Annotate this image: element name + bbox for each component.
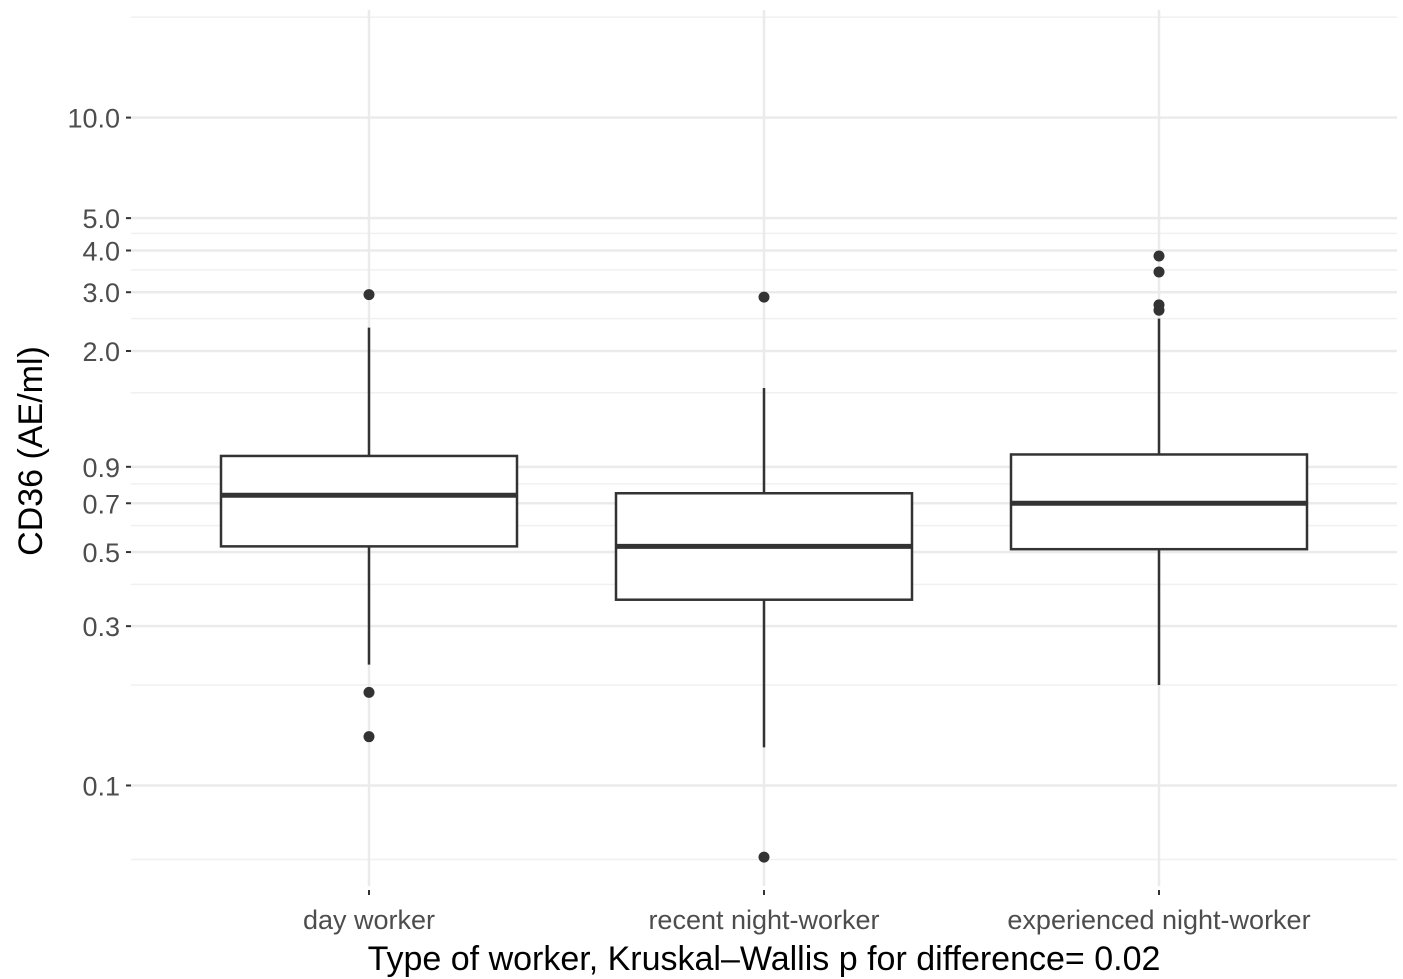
y-tick-label: 10.0 bbox=[67, 104, 120, 134]
box-series bbox=[219, 250, 1309, 863]
box-experienced-night-worker bbox=[1009, 250, 1309, 685]
y-tick-label: 4.0 bbox=[82, 236, 120, 266]
x-axis-title: Type of worker, Kruskal–Wallis p for dif… bbox=[368, 940, 1161, 978]
outlier-point bbox=[758, 851, 770, 863]
y-axis-title: CD36 (AE/ml) bbox=[12, 346, 50, 556]
x-tick-label: recent night-worker bbox=[648, 905, 879, 935]
outlier-point bbox=[363, 731, 375, 743]
outlier-point bbox=[1153, 299, 1165, 311]
y-tick-label: 0.1 bbox=[82, 771, 120, 801]
y-tick-label: 5.0 bbox=[82, 204, 120, 234]
y-tick-label: 0.7 bbox=[82, 489, 120, 519]
x-tick-label: experienced night-worker bbox=[1007, 905, 1310, 935]
y-tick-label: 0.5 bbox=[82, 538, 120, 568]
outlier-point bbox=[1153, 266, 1165, 278]
x-tick-label: day worker bbox=[303, 905, 435, 935]
outlier-point bbox=[758, 291, 770, 303]
outlier-point bbox=[1153, 250, 1165, 262]
box-recent-night-worker bbox=[614, 291, 914, 863]
y-tick-label: 2.0 bbox=[82, 337, 120, 367]
y-axis: 0.1 0.3 0.5 0.7 0.9 2.0 3.0 4.05.0 10.0 bbox=[67, 104, 131, 801]
y-tick-label: 3.0 bbox=[82, 278, 120, 308]
y-tick-label: 0.3 bbox=[82, 612, 120, 642]
interquartile-box bbox=[219, 454, 519, 548]
outlier-point bbox=[363, 289, 375, 301]
y-tick-label: 0.9 bbox=[82, 453, 120, 483]
x-axis: day worker recent night-worker experienced… bbox=[303, 890, 1311, 935]
outlier-point bbox=[363, 686, 375, 698]
box-day-worker bbox=[219, 289, 519, 743]
